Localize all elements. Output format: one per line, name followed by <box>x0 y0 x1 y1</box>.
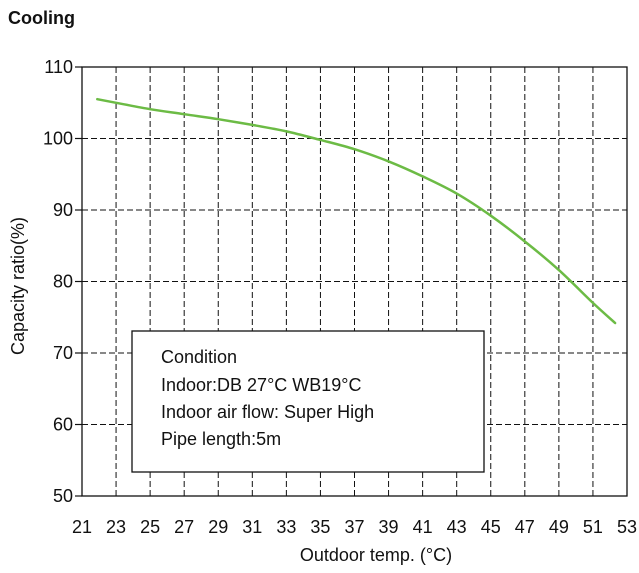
y-tick-label: 110 <box>44 57 73 77</box>
plot-frame <box>81 66 628 497</box>
y-tick-label: 100 <box>43 129 73 149</box>
x-tick-labels: 21 23 25 27 29 31 33 35 37 39 41 43 45 47 49 51 53 <box>72 517 637 537</box>
capacity-ratio-line <box>96 97 617 325</box>
x-tick-label: 23 <box>106 517 126 537</box>
y-tick-labels: 50 60 70 80 90 100 110 <box>43 57 73 506</box>
y-tick-label: 50 <box>53 486 73 506</box>
y-axis-title: Capacity ratio(%) <box>8 217 28 355</box>
x-tick-label: 31 <box>242 517 262 537</box>
x-tick-label: 33 <box>276 517 296 537</box>
x-tick-label: 41 <box>413 517 433 537</box>
x-tick-label: 43 <box>447 517 467 537</box>
x-tick-label: 51 <box>583 517 603 537</box>
condition-box-frame <box>131 330 485 473</box>
x-tick-label: 35 <box>310 517 330 537</box>
condition-line: Indoor:DB 27°C WB19°C <box>161 375 361 395</box>
x-axis-title: Outdoor temp. (°C) <box>300 545 452 565</box>
condition-line: Pipe length:5m <box>161 429 281 449</box>
condition-box: Condition Indoor:DB 27°C WB19°C Indoor air… <box>131 330 485 473</box>
chart-title: Cooling <box>8 8 75 28</box>
y-tick-label: 80 <box>53 272 73 292</box>
series-layer <box>96 97 617 325</box>
x-tick-label: 49 <box>549 517 569 537</box>
condition-line: Indoor air flow: Super High <box>161 402 374 422</box>
x-tick-label: 21 <box>72 517 92 537</box>
condition-line: Condition <box>161 347 237 367</box>
x-tick-label: 29 <box>208 517 228 537</box>
x-tick-label: 25 <box>140 517 160 537</box>
x-tick-label: 39 <box>379 517 399 537</box>
x-tick-label: 27 <box>174 517 194 537</box>
y-tick-label: 60 <box>53 415 73 435</box>
x-tick-label: 53 <box>617 517 637 537</box>
x-tick-label: 47 <box>515 517 535 537</box>
y-tick-label: 90 <box>53 200 73 220</box>
x-tick-label: 45 <box>481 517 501 537</box>
x-tick-label: 37 <box>344 517 364 537</box>
y-tick-label: 70 <box>53 343 73 363</box>
